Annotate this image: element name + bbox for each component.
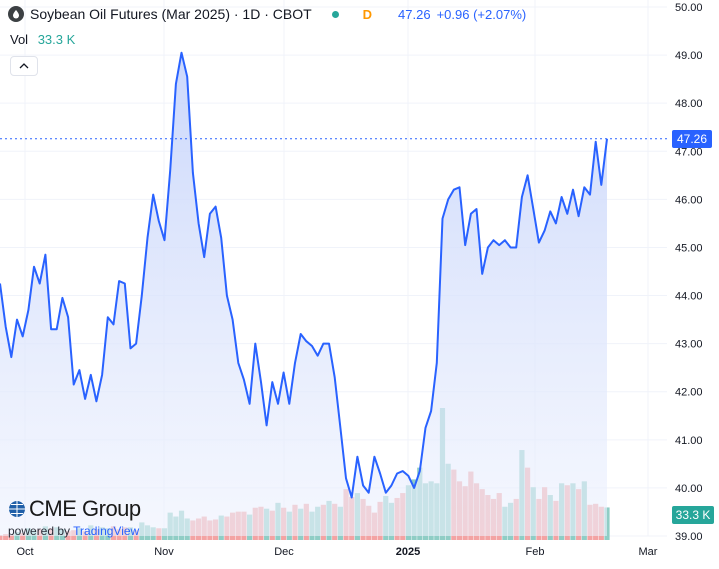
price-change-value: +0.96 (+2.07%) [436,6,527,22]
volume-legend: Vol 33.3 K [10,32,75,47]
tradingview-link[interactable]: TradingView [73,524,140,538]
price-axis-label: 42.00 [675,387,703,399]
price-axis[interactable]: 39.00 40.00 41.00 42.00 43.00 44.00 45.00 46.00… [675,2,703,543]
price-axis-label: 45.00 [675,242,703,254]
volume-label: Vol [10,32,29,47]
time-axis-label: Mar [639,546,658,558]
price-area [0,52,607,536]
last-price-value: 47.26 [398,6,431,22]
time-axis-label: 2025 [396,546,420,558]
volume-bar [14,532,20,540]
time-axis-label: Nov [154,546,174,558]
price-axis-label: 40.00 [675,483,703,495]
price-axis-label: 48.00 [675,98,703,110]
last-price-badge: 47.26 [672,129,712,148]
price-line [0,51,608,499]
cme-group-logo-text: CME Group [29,496,141,521]
price-axis-label: 47.00 [675,146,703,158]
price-axis-label: 43.00 [675,339,703,351]
time-axis-label: Feb [526,546,545,558]
powered-by-text: powered by [8,524,71,538]
volume-bar [3,534,9,540]
price-axis-label: 39.00 [675,531,703,543]
volume-bar [20,533,26,540]
chevron-up-icon [19,63,29,69]
time-axis-label: Dec [274,546,294,558]
price-axis-label: 50.00 [675,2,703,14]
price-axis-label: 46.00 [675,194,703,206]
last-volume-badge: 33.3 K [672,506,714,524]
volume-bar [0,535,3,540]
collapse-legend-button[interactable] [10,56,38,76]
market-status-icon [331,10,339,18]
price-axis-label: 41.00 [675,435,703,447]
symbol-title[interactable]: Soybean Oil Futures (Mar 2025) · 1D · CB… [30,6,312,22]
symbol-legend: Soybean Oil Futures (Mar 2025) · 1D · CB… [8,6,526,22]
time-axis[interactable]: Oct Nov Dec 2025 Feb Mar [16,546,657,558]
price-series-line [0,51,608,499]
watermark[interactable]: CME Group powered by TradingView [8,496,141,538]
volume-bar [8,534,14,540]
cme-globe-icon [9,501,25,517]
time-axis-label: Oct [16,546,33,558]
soybean-oil-icon [8,6,24,22]
volume-value: 33.3 K [37,32,76,47]
price-area-fill [0,52,607,536]
price-axis-label: 44.00 [675,291,703,303]
price-axis-label: 49.00 [675,50,703,62]
delayed-data-badge[interactable]: D [362,6,373,22]
